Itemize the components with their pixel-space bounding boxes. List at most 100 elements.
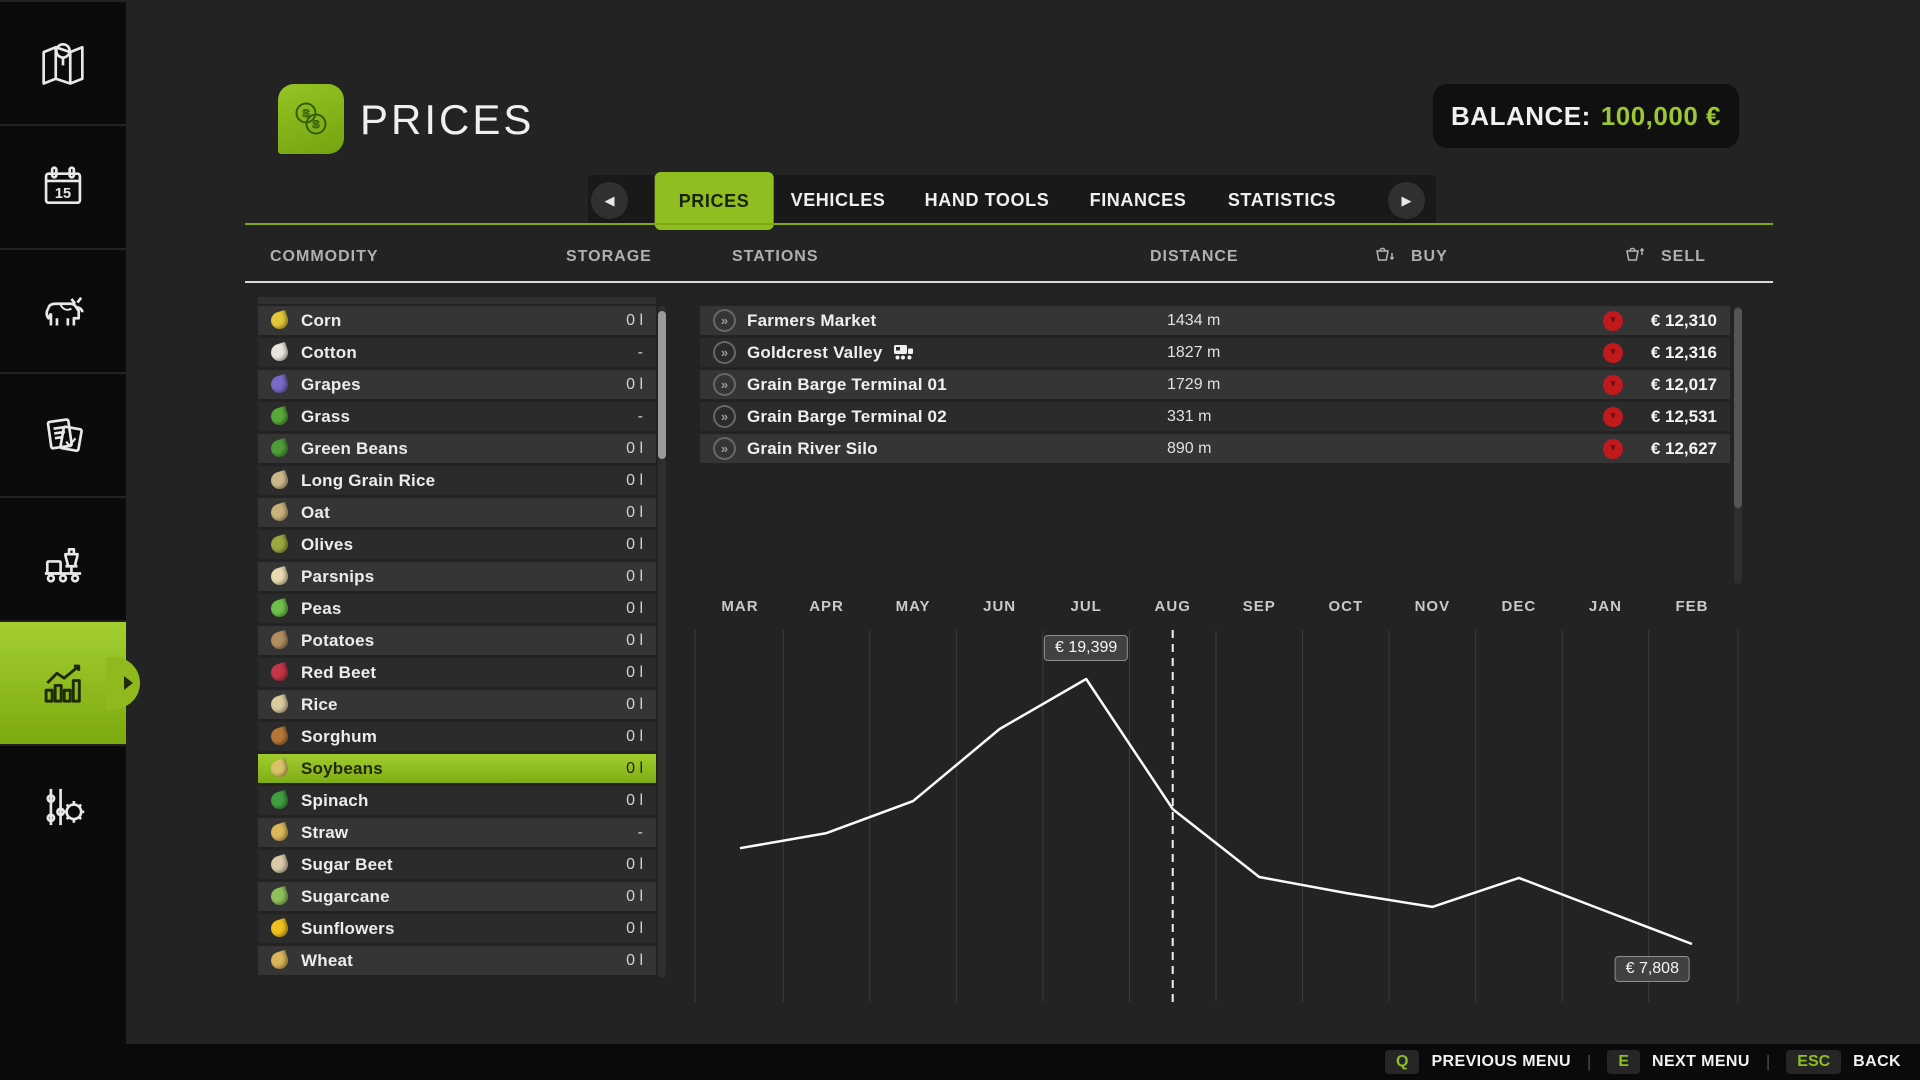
commodity-row[interactable]: Rice 0 l	[258, 690, 656, 719]
commodity-row[interactable]: Oat 0 l	[258, 498, 656, 527]
commodity-storage-value: 0 l	[626, 919, 643, 937]
commodity-name: Parsnips	[301, 566, 375, 586]
commodity-row[interactable]: Green Beans 0 l	[258, 434, 656, 463]
tab-prices[interactable]: PRICES	[654, 172, 774, 230]
commodity-row[interactable]: Cotton -	[258, 338, 656, 367]
key-e-badge: E	[1607, 1050, 1641, 1074]
commodity-scrollbar-thumb[interactable]	[658, 311, 666, 459]
key-q-badge: Q	[1385, 1050, 1420, 1074]
commodity-storage-value: 0 l	[626, 791, 643, 809]
month-label-jun: JUN	[983, 598, 1017, 615]
commodity-name: Sugarcane	[301, 886, 390, 906]
footer-key-hints: Q PREVIOUS MENU | E NEXT MENU | ESC BACK	[0, 1044, 1920, 1080]
wheat-icon	[268, 949, 291, 972]
station-scrollbar[interactable]	[1734, 306, 1742, 584]
commodity-row[interactable]: Long Grain Rice 0 l	[258, 466, 656, 495]
tab-bar: ◀ ▶ PRICES VEHICLES HAND TOOLS FINANCES STAT…	[588, 172, 1436, 230]
goto-station-icon[interactable]: »	[713, 373, 736, 396]
sidebar-item-statistics[interactable]	[0, 620, 140, 744]
commodity-storage-value: 0 l	[626, 663, 643, 681]
buy-basket-icon	[1374, 244, 1396, 269]
month-label-nov: NOV	[1414, 598, 1451, 615]
commodity-scrollbar[interactable]	[658, 306, 666, 978]
balance-label: BALANCE:	[1451, 100, 1591, 131]
station-row[interactable]: » Farmers Market 1434 m ▼ € 12,310	[700, 306, 1730, 335]
commodity-row[interactable]: Potatoes 0 l	[258, 626, 656, 655]
commodity-name: Spinach	[301, 790, 369, 810]
tabs-prev-arrow-icon[interactable]: ◀	[591, 182, 628, 219]
tab-statistics[interactable]: STATISTICS	[1227, 190, 1337, 210]
commodity-storage-value: 0 l	[626, 631, 643, 649]
sidebar-item-contracts[interactable]	[0, 372, 126, 496]
sidebar-item-animals[interactable]	[0, 248, 126, 372]
map-icon	[42, 42, 84, 85]
goto-station-icon[interactable]: »	[713, 437, 736, 460]
col-storage: STORAGE	[566, 248, 652, 265]
commodity-row[interactable]: Red Beet 0 l	[258, 658, 656, 687]
month-label-dec: DEC	[1501, 598, 1537, 615]
commodity-name: Straw	[301, 822, 349, 842]
commodity-name: Grass	[301, 406, 351, 426]
commodity-row[interactable]: Wheat 0 l	[258, 946, 656, 975]
goto-station-icon[interactable]: »	[713, 341, 736, 364]
back-label: BACK	[1853, 1053, 1901, 1070]
settings-sliders-icon	[46, 788, 85, 826]
commodity-row[interactable]: Straw -	[258, 818, 656, 847]
month-label-may: MAY	[895, 598, 931, 615]
commodity-name: Corn	[301, 310, 342, 330]
commodity-list: Corn 0 l Cotton - Grapes 0 l Grass - Gre…	[258, 306, 656, 978]
commodity-name: Cotton	[301, 342, 357, 362]
grass-icon	[268, 405, 291, 428]
tabs-next-arrow-icon[interactable]: ▶	[1388, 182, 1425, 219]
month-label-aug: AUG	[1154, 598, 1191, 615]
station-name: Grain River Silo	[747, 438, 878, 458]
station-distance: 1729 m	[1167, 375, 1221, 393]
footer-separator: |	[1586, 1052, 1592, 1071]
column-headers: COMMODITY STORAGE STATIONS DISTANCE BUY …	[126, 247, 1920, 282]
goto-station-icon[interactable]: »	[713, 309, 736, 332]
sidebar-item-production[interactable]	[0, 496, 126, 620]
tab-vehicles[interactable]: VEHICLES	[790, 190, 886, 210]
station-sell-price: € 12,627	[1650, 438, 1717, 458]
station-list: » Farmers Market 1434 m ▼ € 12,310 » Gol…	[700, 306, 1730, 466]
commodity-storage-value: 0 l	[626, 695, 643, 713]
prices-page-icon: S S	[278, 84, 344, 154]
spinach-icon	[268, 789, 291, 812]
olives-icon	[268, 533, 291, 556]
commodity-row[interactable]: Sugar Beet 0 l	[258, 850, 656, 879]
commodity-row[interactable]: Sunflowers 0 l	[258, 914, 656, 943]
station-row[interactable]: » Grain Barge Terminal 02 331 m ▼ € 12,5…	[700, 402, 1730, 431]
commodity-row[interactable]: Parsnips 0 l	[258, 562, 656, 591]
sidebar-item-calendar[interactable]: 15	[0, 124, 126, 248]
tab-finances[interactable]: FINANCES	[1089, 190, 1187, 210]
col-commodity: COMMODITY	[270, 248, 379, 265]
station-scrollbar-thumb[interactable]	[1734, 308, 1742, 508]
commodity-name: Olives	[301, 534, 354, 554]
sidebar-item-map[interactable]	[0, 0, 126, 124]
commodity-row[interactable]: Peas 0 l	[258, 594, 656, 623]
price-trend-down-icon: ▼	[1603, 342, 1623, 363]
station-distance: 331 m	[1167, 407, 1212, 425]
station-sell-price: € 12,017	[1650, 374, 1717, 394]
station-row[interactable]: » Grain Barge Terminal 01 1729 m ▼ € 12,…	[700, 370, 1730, 399]
cow-icon	[45, 296, 84, 326]
month-label-mar: MAR	[721, 598, 759, 615]
commodity-row[interactable]: Sugarcane 0 l	[258, 882, 656, 911]
svg-text:15: 15	[55, 186, 71, 202]
tab-hand-tools[interactable]: HAND TOOLS	[924, 190, 1050, 210]
commodity-row[interactable]: Sorghum 0 l	[258, 722, 656, 751]
goto-station-icon[interactable]: »	[713, 405, 736, 428]
commodity-row[interactable]: Spinach 0 l	[258, 786, 656, 815]
commodity-row[interactable]: Olives 0 l	[258, 530, 656, 559]
commodity-storage-value: 0 l	[626, 951, 643, 969]
commodity-row[interactable]: Grass -	[258, 402, 656, 431]
commodity-row[interactable]: Grapes 0 l	[258, 370, 656, 399]
station-row[interactable]: » Grain River Silo 890 m ▼ € 12,627	[700, 434, 1730, 463]
station-row[interactable]: » Goldcrest Valley 1827 m ▼ € 12,316	[700, 338, 1730, 367]
commodity-name: Potatoes	[301, 630, 375, 650]
commodity-row[interactable]: Corn 0 l	[258, 306, 656, 335]
sidebar-item-settings[interactable]	[0, 744, 126, 868]
commodity-row-partial	[258, 297, 656, 304]
commodity-row[interactable]: Soybeans 0 l	[258, 754, 656, 783]
commodity-storage-value: 0 l	[626, 887, 643, 905]
